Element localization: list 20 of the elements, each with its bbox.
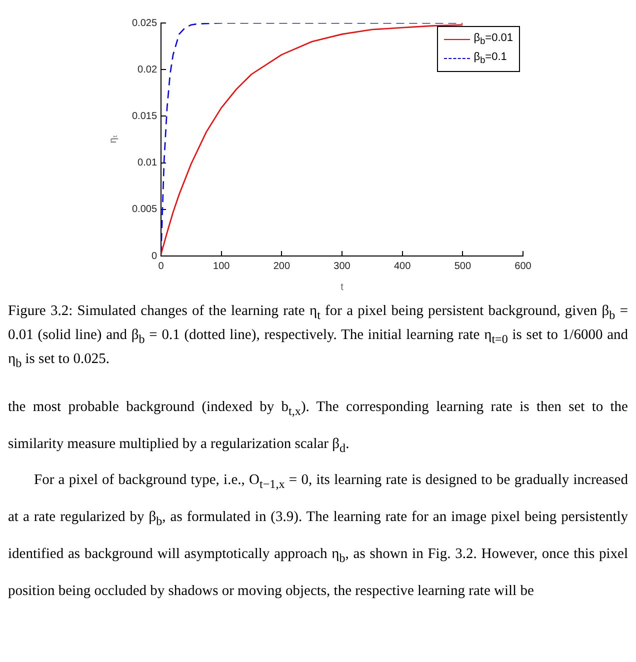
x-tick-label: 500 xyxy=(454,260,472,272)
text: Figure 3.2: Simulated changes of the learning rate η$_{t}$ for a pixel being persistent background, given β$_{b}$ = 0.01 (solid line) and β$_{b}$ = 0.1 (dotted line), respectively. The initial learning rate η$_{t=0}$ is set to 1/6000 and η$_{b}$ is set to 0.025. xyxy=(8,303,628,370)
x-axis-title: t xyxy=(340,282,344,293)
x-tick-label: 400 xyxy=(394,260,412,272)
x-tick-label: 0 xyxy=(158,260,164,272)
legend-label: β$_{b}$=0.1 xyxy=(474,50,507,68)
y-tick-label: 0.01 xyxy=(138,158,158,169)
legend-label: β$_{b}$=0.01 xyxy=(474,31,513,48)
x-tick-label: 200 xyxy=(273,260,290,272)
text: the most probable background (indexed by b$_{t,x}$). The corresponding learning rate is then set to the similarity measure multiplied by a regularization scalar β$_{d}$. xyxy=(8,398,628,454)
y-axis-title: ηₜ xyxy=(108,134,119,144)
y-tick-label: 0 xyxy=(151,250,158,262)
x-tick-label: 100 xyxy=(213,260,230,272)
y-tick-label: 0.015 xyxy=(132,110,158,122)
x-tick-label: 300 xyxy=(334,260,351,272)
y-tick-label: 0.025 xyxy=(132,18,158,29)
text: For a pixel of background type, i.e., O$_{t−1,x}$ = 0, its learning rate is designed to be gradually increased at a rate regularized by β$_{b}$, as formulated in (3.9). The learning rate for an image pixel being persistently identified as background will asymptotically approach η$_{b}$, as shown in Fig. 3.2. However, once this pixel position being occluded by shadows or moving objects, the respective learning rate will be xyxy=(8,472,628,600)
y-tick-label: 0.02 xyxy=(138,64,158,76)
y-tick-label: 0.005 xyxy=(132,204,158,216)
x-tick-label: 600 xyxy=(514,260,532,272)
